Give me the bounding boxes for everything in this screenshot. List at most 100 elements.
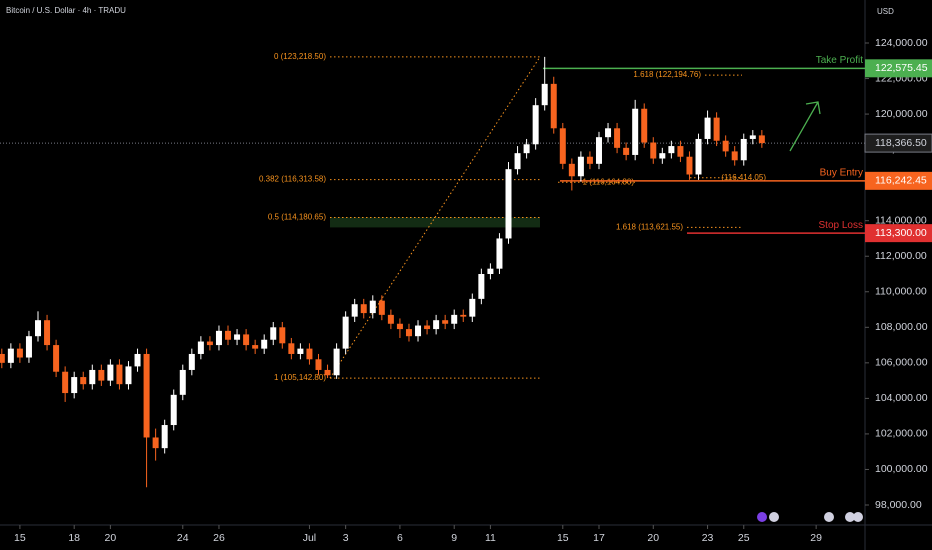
- candle-body: [523, 144, 530, 154]
- candle-body: [378, 300, 385, 315]
- candle-body: [261, 339, 268, 349]
- candle-body: [351, 304, 358, 317]
- y-tick-label: 108,000.00: [875, 321, 928, 333]
- candle-body: [496, 238, 503, 269]
- candle-body: [758, 135, 765, 144]
- level-badge: [865, 59, 932, 78]
- candle-body: [98, 369, 105, 381]
- candle-body: [179, 369, 186, 395]
- candle-body: [478, 274, 485, 299]
- x-tick-label: 18: [68, 532, 80, 544]
- candle-body: [405, 329, 412, 337]
- candle-body: [62, 371, 69, 394]
- y-tick-label: 104,000.00: [875, 392, 928, 404]
- candle-body: [595, 137, 602, 164]
- candle-body: [306, 348, 313, 360]
- x-tick-label: 6: [397, 532, 403, 544]
- candle-body: [369, 300, 376, 314]
- candle-body: [116, 364, 123, 385]
- candle-body: [80, 377, 87, 385]
- candle-body: [107, 364, 114, 381]
- candle-body: [424, 325, 431, 330]
- x-tick-label: 15: [14, 532, 26, 544]
- candle-body: [170, 394, 177, 426]
- x-tick-label: 20: [105, 532, 117, 544]
- candle-body: [568, 163, 575, 177]
- y-tick-label: 124,000.00: [875, 37, 928, 49]
- candle-body: [252, 345, 259, 349]
- candle-body: [53, 345, 60, 372]
- candle-body: [505, 169, 512, 239]
- candle-body: [713, 117, 720, 141]
- candle-body: [71, 377, 78, 394]
- fib-label: (116,414.05): [721, 173, 766, 182]
- candle-body: [677, 146, 684, 157]
- candle-body: [577, 156, 584, 177]
- x-tick-label: 17: [593, 532, 605, 544]
- current-price-label: 118,366.50: [875, 137, 927, 149]
- event-icons: [757, 512, 863, 522]
- candle-body: [632, 108, 639, 155]
- y-tick-label: 114,000.00: [875, 214, 927, 226]
- level-badge: [865, 224, 932, 243]
- candle-body: [514, 153, 521, 170]
- fib-label: 0.5 (114,180.65): [268, 213, 326, 222]
- currency: USD: [877, 7, 894, 16]
- fib-zone: [330, 217, 540, 228]
- chart-title: Bitcoin / U.S. Dollar · 4h · TRADU: [6, 6, 126, 15]
- candle-body: [342, 316, 349, 349]
- y-tick-label: 102,000.00: [875, 428, 928, 440]
- candle-body: [415, 325, 422, 337]
- candle-body: [225, 330, 232, 340]
- candle-body: [460, 314, 467, 317]
- candle-body: [16, 348, 23, 358]
- level-name: Stop Loss: [819, 220, 863, 231]
- candle-body: [614, 128, 621, 148]
- candle-body: [197, 341, 204, 354]
- fib-label: 1.618 (113,621.55): [616, 223, 683, 232]
- x-tick-label: 23: [702, 532, 714, 544]
- candle-body: [731, 151, 738, 161]
- fib-label: 1 (116,164.80): [583, 177, 635, 186]
- x-tick-label: 25: [738, 532, 750, 544]
- candle-body: [25, 336, 32, 358]
- x-tick-label: 20: [647, 532, 659, 544]
- candle-body: [704, 117, 711, 139]
- candle-body: [586, 156, 593, 164]
- y-tick-label: 120,000.00: [875, 108, 928, 120]
- candle-body: [315, 359, 322, 370]
- level-name: Take Profit: [816, 55, 863, 66]
- x-tick-label: 9: [451, 532, 457, 544]
- y-tick-label: 112,000.00: [875, 250, 927, 262]
- candle-body: [650, 142, 657, 159]
- candle-body: [243, 334, 250, 346]
- candle-body: [360, 304, 367, 314]
- candle-body: [532, 105, 539, 145]
- candle-body: [188, 353, 195, 370]
- fib-label: 0.382 (116,313.58): [259, 175, 326, 184]
- x-tick-label: 29: [810, 532, 822, 544]
- candle-body: [279, 327, 286, 344]
- level-label: 116,242.45: [875, 175, 927, 187]
- candle-body: [215, 330, 222, 346]
- x-tick-label: 24: [177, 532, 189, 544]
- candle-body: [324, 369, 331, 376]
- current-price-badge: [864, 133, 932, 153]
- candle-body: [35, 320, 42, 337]
- candle-body: [442, 320, 449, 324]
- y-tick-label: 110,000.00: [875, 286, 927, 298]
- fib-label: 0 (123,218.50): [274, 52, 326, 61]
- candle-body: [152, 437, 159, 449]
- y-tick-label: 106,000.00: [875, 357, 928, 369]
- candle-body: [125, 366, 132, 385]
- candle-body: [161, 425, 168, 449]
- level-badge: [865, 171, 932, 190]
- candle-body: [641, 108, 648, 143]
- candle-body: [396, 323, 403, 330]
- candle-body: [451, 314, 458, 324]
- candle-body: [234, 334, 241, 340]
- level-label: 122,575.45: [875, 62, 928, 74]
- x-tick-label: 15: [557, 532, 569, 544]
- candle-body: [433, 320, 440, 330]
